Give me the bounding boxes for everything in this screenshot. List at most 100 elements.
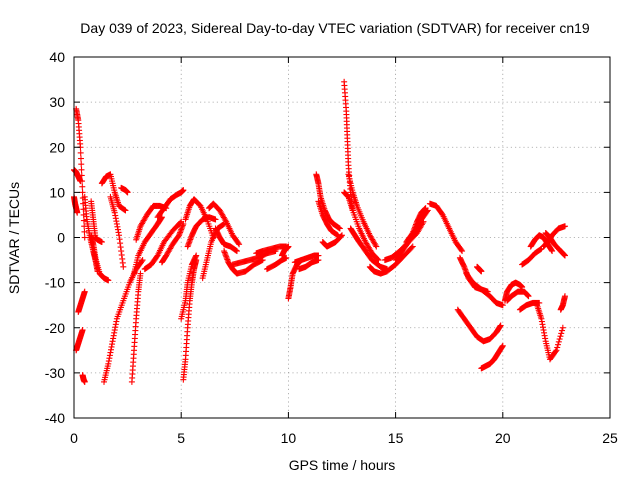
data-point xyxy=(98,239,105,246)
x-tick-label: 20 xyxy=(495,430,511,446)
series-arc-23 xyxy=(184,214,219,250)
data-point xyxy=(180,187,187,194)
series-arc-08 xyxy=(88,232,112,284)
series-arc-06 xyxy=(79,372,88,385)
data-point xyxy=(180,220,187,227)
data-point xyxy=(77,155,84,162)
data-point xyxy=(78,166,85,173)
series-arc-26 xyxy=(212,225,240,255)
data-point xyxy=(561,223,568,230)
data-point xyxy=(138,258,145,265)
data-point xyxy=(497,322,504,329)
series-arc-37 xyxy=(319,232,345,250)
data-point xyxy=(555,341,562,348)
y-tick-label: -30 xyxy=(45,365,65,381)
data-point xyxy=(555,338,562,345)
series-arc-30 xyxy=(263,254,290,273)
series-arc-42 xyxy=(366,243,416,277)
series-arc-05 xyxy=(75,288,88,315)
series-arc-57 xyxy=(542,229,568,259)
series-arc-54 xyxy=(519,245,545,268)
data-point xyxy=(220,221,227,228)
series-arc-10 xyxy=(98,171,129,214)
data-point xyxy=(79,183,86,190)
y-tick-label: 30 xyxy=(49,94,65,110)
series-arc-12 xyxy=(107,193,127,270)
data-point xyxy=(236,241,243,248)
data-point xyxy=(373,243,380,250)
series-arc-16 xyxy=(133,202,170,243)
y-tick-label: -10 xyxy=(45,275,65,291)
series-arc-51 xyxy=(474,263,485,275)
data-point xyxy=(124,189,131,196)
data-point xyxy=(549,248,556,255)
data-point xyxy=(121,206,128,213)
data-point xyxy=(79,327,86,334)
y-tick-label: 40 xyxy=(49,49,65,65)
x-tick-label: 10 xyxy=(281,430,297,446)
x-axis-label: GPS time / hours xyxy=(289,457,396,473)
data-point xyxy=(233,247,240,254)
data-point xyxy=(105,277,112,284)
series-arc-01 xyxy=(71,166,84,185)
y-tick-label: 0 xyxy=(57,230,65,246)
series-arc-48 xyxy=(463,270,506,309)
series-arc-53 xyxy=(504,288,532,304)
series-arc-49 xyxy=(454,306,504,345)
series-arc-14 xyxy=(128,270,144,385)
y-tick-labels: -40 -30 -20 -10 0 10 20 30 40 xyxy=(45,49,65,426)
data-point xyxy=(315,257,322,264)
grid xyxy=(74,57,610,418)
series-arc-21 xyxy=(178,252,200,322)
data-point xyxy=(553,347,560,354)
data-point xyxy=(139,257,146,264)
data-point xyxy=(283,254,290,261)
data-point xyxy=(122,207,129,214)
data-point xyxy=(459,248,466,255)
data-point xyxy=(77,149,84,156)
data-point xyxy=(193,252,200,259)
data-point xyxy=(537,246,544,253)
series-arc-27 xyxy=(221,248,266,277)
data-point xyxy=(422,205,429,212)
series-arc-45 xyxy=(403,205,429,246)
series-arc-17 xyxy=(141,218,185,273)
data-point xyxy=(558,330,565,337)
data-point xyxy=(372,242,379,249)
data-point xyxy=(81,234,88,241)
data-point xyxy=(339,232,345,239)
data-point xyxy=(458,246,465,253)
data-point xyxy=(499,302,506,309)
data-point xyxy=(499,342,506,349)
data-point xyxy=(80,217,87,224)
data-point xyxy=(233,248,240,255)
series-arc-31 xyxy=(278,243,292,259)
data-point xyxy=(81,378,88,385)
x-tick-label: 25 xyxy=(602,430,618,446)
data-point xyxy=(374,256,381,263)
axis-ticks xyxy=(73,56,611,419)
series-arc-41 xyxy=(347,225,391,273)
data-point xyxy=(559,327,566,334)
series-arc-19 xyxy=(158,220,187,266)
x-tick-label: 0 xyxy=(70,430,78,446)
series-arc-18 xyxy=(154,187,187,221)
plot-area xyxy=(71,78,568,385)
x-tick-label: 15 xyxy=(388,430,404,446)
series-arc-40 xyxy=(345,171,380,250)
series-arc-39 xyxy=(341,189,382,264)
data-point xyxy=(559,324,566,331)
data-point xyxy=(222,217,229,224)
data-point xyxy=(137,270,144,277)
data-point xyxy=(78,161,85,168)
data-point xyxy=(81,288,88,295)
series-arc-22 xyxy=(182,196,217,241)
data-point xyxy=(409,243,416,250)
data-point xyxy=(408,244,415,251)
data-point xyxy=(536,299,543,306)
data-point xyxy=(556,336,563,343)
data-point xyxy=(79,189,86,196)
data-point xyxy=(561,252,568,259)
data-point xyxy=(235,240,242,247)
